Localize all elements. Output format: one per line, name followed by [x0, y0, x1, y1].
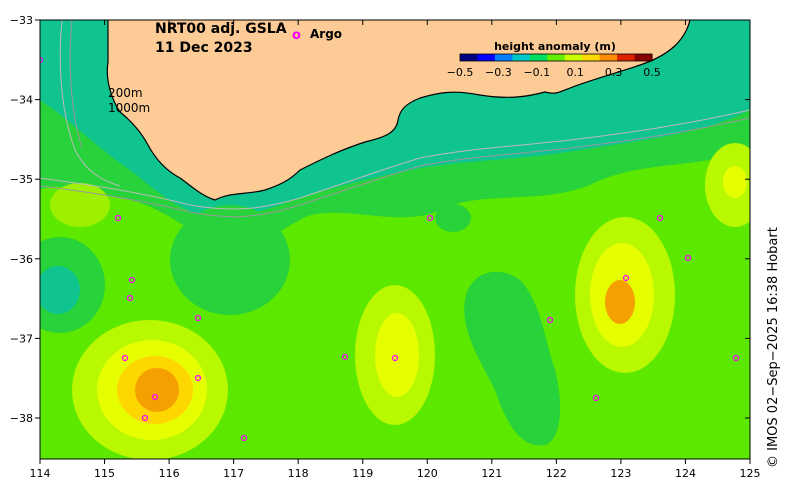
- colorbar-swatch: [599, 54, 618, 61]
- y-tick-label: −38: [10, 412, 33, 425]
- colorbar-swatch: [529, 54, 548, 61]
- y-tick-label: −36: [10, 253, 33, 266]
- plot-frame: [39, 19, 751, 460]
- argo-marker: [341, 353, 349, 361]
- title-line2: 11 Dec 2023: [155, 40, 253, 56]
- y-axis: −33 −34 −35 −36 −37 −38: [10, 14, 750, 425]
- colorbar-swatch: [564, 54, 583, 61]
- x-tick-label: 119: [352, 467, 373, 480]
- far-east-eddy-core: [723, 166, 747, 198]
- x-tick-label: 116: [159, 467, 180, 480]
- argo-marker: [141, 414, 149, 422]
- colorbar-tick-label: −0.5: [447, 66, 474, 79]
- colorbar-tick-label: 0.1: [566, 66, 584, 79]
- argo-marker: [194, 314, 202, 322]
- sw-eddy-core: [135, 368, 179, 412]
- argo-marker: [684, 254, 692, 262]
- argo-marker: [656, 214, 664, 222]
- x-tick-label: 123: [610, 467, 631, 480]
- x-tick-label: 115: [94, 467, 115, 480]
- colorbar-swatch: [547, 54, 566, 61]
- west-positive-blob: [50, 183, 110, 227]
- argo-marker: [114, 214, 122, 222]
- isobath-west: [59, 20, 121, 187]
- colorbar-ticks: −0.5 −0.3 −0.1 0.1 0.3 0.5: [447, 66, 661, 79]
- colorbar-swatch: [512, 54, 531, 61]
- x-tick-label: 117: [223, 467, 244, 480]
- colorbar-tick-label: 0.5: [643, 66, 661, 79]
- x-tick-label: 120: [417, 467, 438, 480]
- colorbar-tick-label: −0.3: [485, 66, 512, 79]
- y-tick-label: −34: [10, 94, 33, 107]
- east-eddy-core: [605, 280, 635, 324]
- argo-markers: [40, 56, 740, 442]
- y-tick-label: −37: [10, 332, 33, 345]
- isobath-west-2: [69, 20, 83, 149]
- argo-marker: [240, 434, 248, 442]
- argo-marker: [546, 316, 554, 324]
- x-tick-label: 114: [30, 467, 51, 480]
- isobath-label-1000m: 1000m: [108, 101, 150, 115]
- argo-marker: [128, 276, 136, 284]
- colorbar-title: height anomaly (m): [494, 40, 616, 53]
- argo-marker: [592, 394, 600, 402]
- x-tick-label: 118: [288, 467, 309, 480]
- argo-marker: [622, 274, 630, 282]
- argo-marker: [121, 354, 129, 362]
- y-tick-label: −35: [10, 173, 33, 186]
- land-mass: [107, 20, 690, 200]
- argo-legend-symbol: o: [292, 28, 301, 43]
- colorbar-tick-label: 0.3: [605, 66, 623, 79]
- colorbar-swatch: [460, 54, 478, 61]
- plot-area: NRT00 adj. GSLA 11 Dec 2023 o Argo 200m …: [40, 20, 750, 459]
- argo-marker: [426, 214, 434, 222]
- imos-credit: © IMOS 02−Sep−2025 16:38 Hobart: [766, 227, 781, 468]
- colorbar: [459, 53, 653, 62]
- y-tick-label: −33: [10, 14, 33, 27]
- argo-marker: [40, 56, 44, 64]
- title-line1: NRT00 adj. GSLA: [155, 21, 287, 37]
- argo-legend-label: Argo: [310, 27, 342, 41]
- isobath-200m: [40, 109, 750, 210]
- coastline: [106, 20, 691, 201]
- central-south-eddy: [464, 271, 561, 446]
- colorbar-swatch: [477, 54, 496, 61]
- argo-marker: [732, 354, 740, 362]
- x-tick-label: 122: [546, 467, 567, 480]
- argo-marker: [151, 393, 159, 401]
- isobath-1000m: [40, 117, 750, 218]
- x-tick-label: 125: [740, 467, 761, 480]
- argo-marker: [391, 354, 399, 362]
- x-axis: 114 115 116 117 118 119 120 121 122 123 124 125: [30, 20, 761, 480]
- central-eddy: [170, 205, 290, 315]
- x-tick-label: 124: [675, 467, 696, 480]
- west-eddy-inner: [40, 266, 80, 314]
- colorbar-tick-label: −0.1: [523, 66, 550, 79]
- small-eddy: [435, 204, 471, 232]
- central-positive-core: [375, 313, 419, 397]
- argo-marker: [126, 294, 134, 302]
- colorbar-frame: [459, 53, 653, 62]
- isobath-label-200m: 200m: [108, 86, 143, 100]
- colorbar-swatch: [582, 54, 601, 61]
- x-tick-label: 121: [481, 467, 502, 480]
- argo-marker: [194, 374, 202, 382]
- colorbar-swatch: [634, 54, 653, 61]
- colorbar-swatch: [617, 54, 636, 61]
- colorbar-swatch: [494, 54, 513, 61]
